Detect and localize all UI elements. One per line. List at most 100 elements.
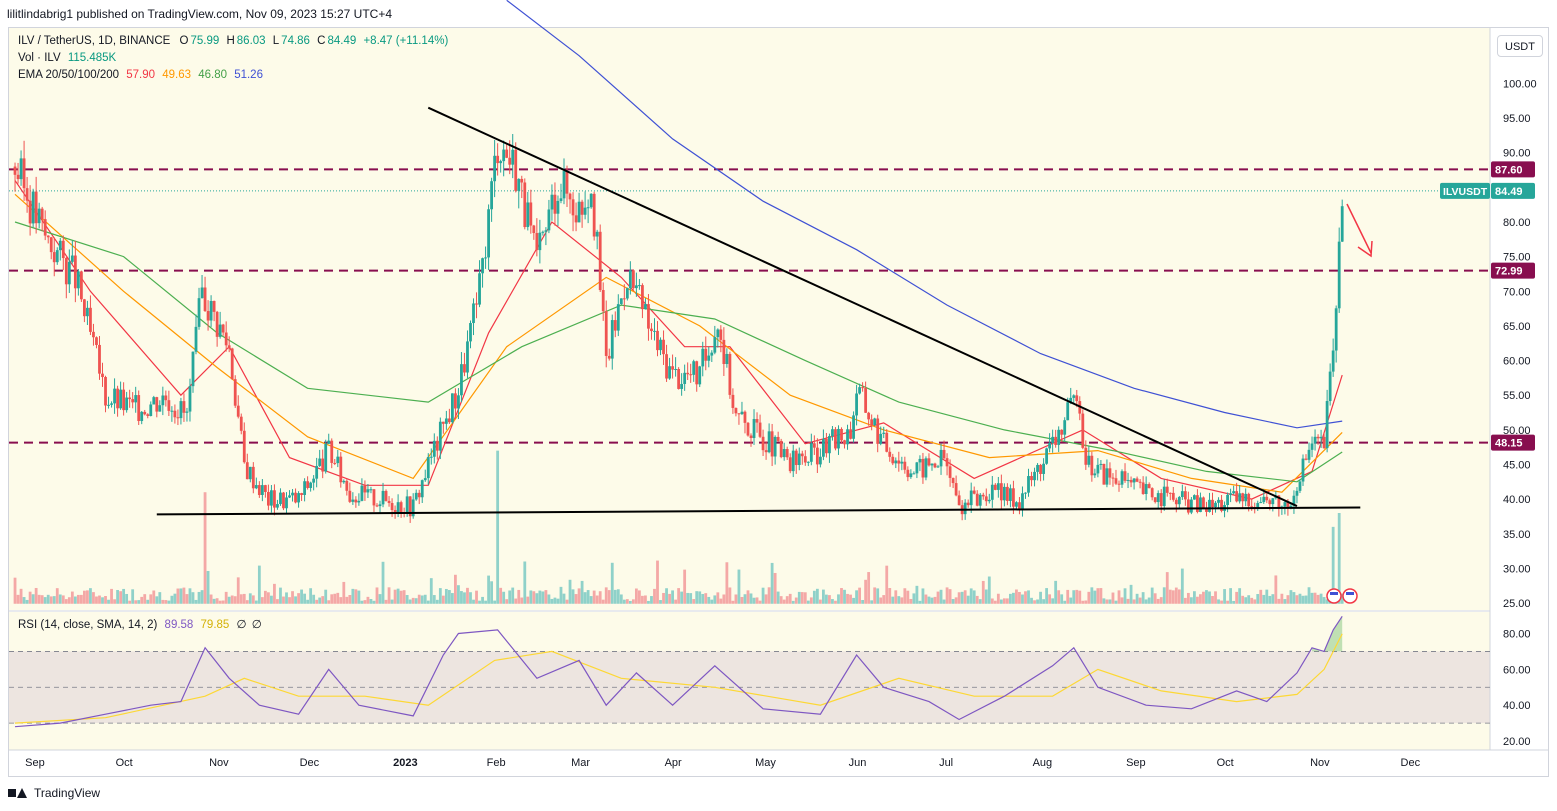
- candle-body: [1105, 468, 1109, 485]
- candle-body: [79, 271, 83, 300]
- volume-bar: [791, 600, 795, 604]
- candle-body: [176, 417, 180, 419]
- candle-body: [372, 489, 376, 506]
- volume-bar: [351, 588, 355, 604]
- volume-bar: [873, 587, 877, 604]
- candle-body: [1120, 471, 1124, 485]
- candle-body: [1036, 464, 1039, 472]
- volume-label[interactable]: Vol · ILV: [18, 52, 61, 64]
- candle-body: [1162, 486, 1166, 507]
- candle: [580, 199, 584, 228]
- candle: [583, 191, 587, 220]
- candle-body: [791, 450, 795, 472]
- candle-body: [191, 351, 195, 387]
- ema50-value: 49.63: [162, 69, 191, 81]
- volume-bar: [158, 592, 162, 604]
- volume-bar: [867, 572, 871, 604]
- candle-body: [1226, 494, 1229, 506]
- volume-bar: [426, 600, 430, 604]
- volume-bar: [98, 595, 101, 604]
- candle: [194, 314, 198, 355]
- rsi-line: [14, 615, 1343, 728]
- volume-bar: [589, 596, 593, 604]
- candle: [589, 193, 593, 209]
- candle-body: [671, 366, 674, 370]
- volume-bar: [1171, 590, 1175, 604]
- candle: [197, 287, 201, 330]
- candle: [903, 456, 907, 474]
- candle-body: [351, 499, 355, 502]
- candle: [1325, 389, 1329, 453]
- volume-bar: [206, 570, 210, 604]
- candle-body: [909, 473, 913, 478]
- candle-body: [200, 287, 204, 299]
- candle-body: [559, 198, 563, 201]
- candle-body: [1069, 397, 1073, 403]
- volume-bar: [1189, 597, 1193, 604]
- candle: [1180, 484, 1184, 500]
- candle: [1099, 460, 1103, 470]
- candle-body: [221, 324, 225, 333]
- candle-body: [628, 270, 632, 289]
- volume-bar: [574, 594, 578, 604]
- volume-bar: [110, 588, 113, 604]
- candle-body: [233, 379, 237, 406]
- candle-body: [815, 447, 819, 465]
- candle: [653, 318, 656, 341]
- candle: [671, 354, 674, 379]
- symbol-label[interactable]: ILV / TetherUS, 1D, BINANCE: [18, 35, 171, 47]
- candle: [224, 321, 228, 352]
- candle: [1189, 497, 1193, 515]
- volume-bar: [490, 581, 494, 604]
- volume-bar: [1153, 593, 1157, 604]
- volume-bar: [182, 587, 186, 604]
- candle: [83, 298, 86, 323]
- volume-bar: [70, 591, 74, 604]
- footer-brand[interactable]: TradingView: [34, 786, 101, 800]
- candle: [1042, 458, 1045, 481]
- candle-body: [28, 200, 32, 224]
- candle: [719, 325, 723, 353]
- candle-body: [1232, 491, 1236, 494]
- candle: [1108, 462, 1112, 485]
- currency-button[interactable]: USDT: [1497, 35, 1543, 57]
- volume-bar: [369, 599, 373, 604]
- volume-bar: [806, 600, 810, 604]
- candle: [432, 433, 436, 464]
- volume-bar: [864, 579, 868, 604]
- candle-body: [164, 395, 168, 401]
- candle-body: [273, 490, 276, 508]
- candle: [707, 346, 711, 368]
- price-tick-label: 65.00: [1503, 321, 1531, 333]
- time-tick-label: Aug: [1033, 757, 1053, 769]
- candle-body: [86, 307, 89, 317]
- candle-body: [1030, 476, 1033, 481]
- candle-body: [595, 231, 599, 237]
- last-price-label: 84.49: [1495, 186, 1523, 198]
- candle-body: [1211, 499, 1214, 508]
- candle: [173, 404, 177, 424]
- candle-body: [327, 440, 331, 444]
- candle: [167, 390, 171, 416]
- candle: [164, 390, 168, 407]
- volume-bar: [619, 594, 623, 604]
- candle-body: [647, 304, 650, 329]
- volume-bar: [1202, 591, 1205, 604]
- candle: [1123, 463, 1127, 483]
- candle: [496, 143, 500, 176]
- volume-bar: [1220, 600, 1223, 604]
- candle-body: [70, 255, 74, 262]
- candle: [318, 449, 322, 467]
- candle-body: [1039, 464, 1042, 474]
- candle-body: [363, 485, 367, 493]
- volume-bar: [375, 587, 379, 604]
- volume-bar: [89, 588, 92, 604]
- candle-body: [656, 330, 659, 351]
- rsi-label[interactable]: RSI (14, close, SMA, 14, 2): [18, 619, 158, 631]
- ema-label[interactable]: EMA 20/50/100/200: [18, 69, 120, 81]
- candle-body: [1132, 478, 1136, 483]
- price-tick-label: 25.00: [1503, 598, 1531, 610]
- candle-body: [288, 495, 291, 498]
- candle-body: [134, 395, 138, 403]
